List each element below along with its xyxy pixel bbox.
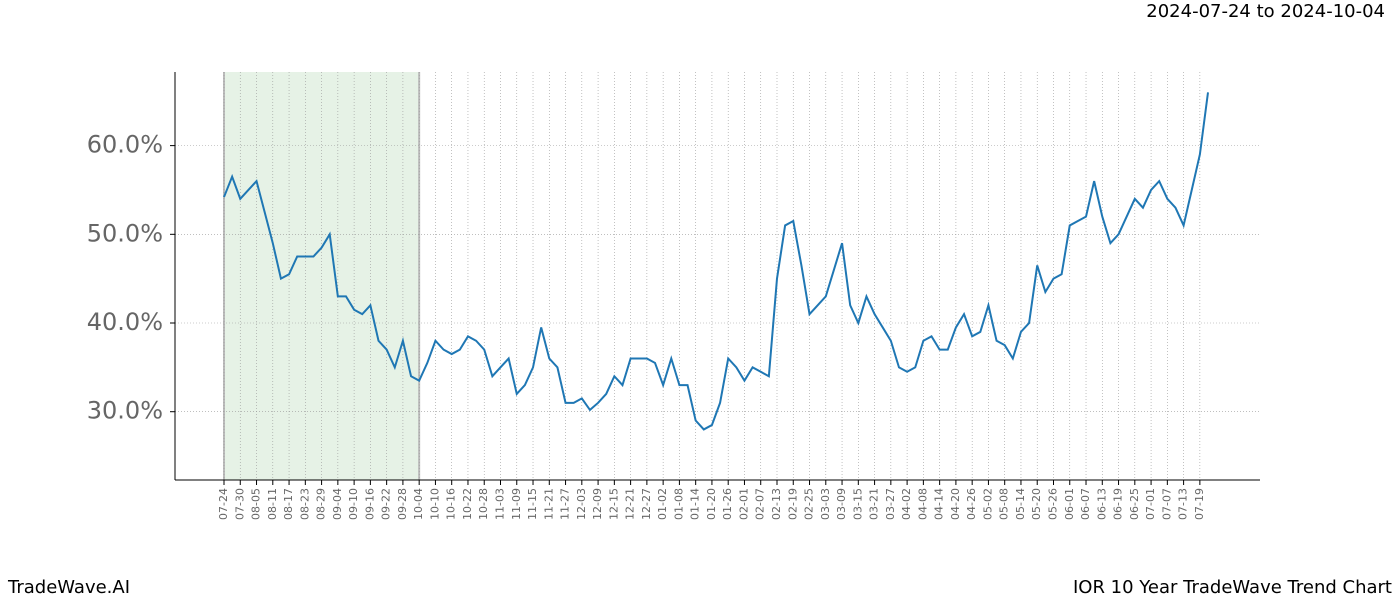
x-tick-label: 04-02 [900,488,913,520]
x-tick-label: 09-22 [380,488,393,520]
x-tick-label: 05-26 [1046,488,1059,520]
x-tick-label: 02-13 [770,488,783,520]
x-tick-label: 02-19 [786,488,799,520]
x-tick-label: 01-26 [721,488,734,520]
chart-subtitle: 2024-07-24 to 2024-10-04 [1146,1,1385,22]
x-tick-label: 01-08 [672,488,685,520]
x-tick-label: 11-15 [526,488,539,520]
x-tick-label: 01-14 [689,488,702,520]
x-tick-label: 06-13 [1095,488,1108,520]
x-tick-label: 10-28 [477,488,490,520]
x-tick-label: 02-25 [803,488,816,520]
x-tick-label: 08-29 [315,488,328,520]
x-tick-label: 05-02 [981,488,994,520]
x-tick-label: 05-14 [1014,488,1027,520]
x-tick-label: 11-03 [493,488,506,520]
x-tick-label: 12-09 [591,488,604,520]
x-tick-label: 07-13 [1177,488,1190,520]
x-tick-label: 12-03 [575,488,588,520]
x-tick-label: 07-30 [233,488,246,520]
y-tick-label: 30.0% [87,397,163,425]
brand: TradeWave.AI [7,577,130,598]
x-tick-label: 08-17 [282,488,295,520]
x-tick-label: 11-27 [559,488,572,520]
x-tick-label: 09-04 [331,488,344,520]
x-tick-label: 05-20 [1030,488,1043,520]
x-tick-label: 10-04 [412,488,425,520]
x-tick-label: 02-07 [754,488,767,520]
x-tick-label: 01-02 [656,488,669,520]
x-tick-label: 05-08 [998,488,1011,520]
y-tick-label: 40.0% [87,308,163,336]
x-tick-label: 04-20 [949,488,962,520]
x-tick-label: 06-01 [1063,488,1076,520]
x-tick-label: 07-07 [1160,488,1173,520]
x-tick-label: 01-20 [705,488,718,520]
x-tick-label: 10-22 [461,488,474,520]
x-tick-label: 08-23 [298,488,311,520]
x-tick-label: 11-09 [510,488,523,520]
y-tick-label: 50.0% [87,219,163,247]
x-tick-label: 03-03 [819,488,832,520]
x-tick-label: 12-21 [624,488,637,520]
y-tick-label: 60.0% [87,131,163,159]
x-tick-label: 08-11 [266,488,279,520]
x-tick-label: 03-27 [884,488,897,520]
x-tick-label: 10-10 [428,488,441,520]
x-tick-label: 06-07 [1079,488,1092,520]
x-tick-label: 11-21 [542,488,555,520]
x-tick-label: 04-08 [916,488,929,520]
x-tick-label: 10-16 [445,488,458,520]
x-tick-label: 07-19 [1193,488,1206,520]
x-tick-label: 09-16 [363,488,376,520]
x-tick-label: 06-25 [1128,488,1141,520]
x-tick-label: 07-01 [1144,488,1157,520]
x-tick-label: 12-27 [640,488,653,520]
x-tick-label: 02-01 [737,488,750,520]
x-tick-label: 03-21 [868,488,881,520]
chart-title: IOR 10 Year TradeWave Trend Chart [1073,577,1392,598]
x-tick-label: 03-09 [835,488,848,520]
x-tick-label: 12-15 [607,488,620,520]
x-tick-label: 03-15 [851,488,864,520]
line-series [223,92,1209,431]
x-tick-label: 04-14 [933,488,946,520]
x-tick-label: 08-05 [250,488,263,520]
x-tick-label: 07-24 [217,488,230,520]
x-tick-label: 09-10 [347,488,360,520]
x-tick-label: 06-19 [1112,488,1125,520]
x-tick-label: 09-28 [396,488,409,520]
x-tick-label: 04-26 [965,488,978,520]
